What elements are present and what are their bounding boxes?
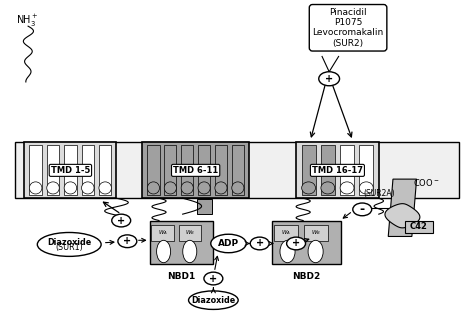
Bar	[143, 142, 249, 198]
Circle shape	[250, 237, 269, 250]
Bar	[147, 145, 160, 196]
Circle shape	[118, 235, 137, 248]
Ellipse shape	[340, 182, 354, 194]
Text: TMD 16-17: TMD 16-17	[312, 166, 363, 175]
Text: -: -	[360, 203, 365, 216]
Bar	[340, 145, 354, 196]
Ellipse shape	[47, 182, 59, 194]
Ellipse shape	[181, 182, 193, 194]
Text: ADP: ADP	[218, 239, 239, 248]
Text: +: +	[292, 238, 300, 248]
Text: COO$^-$: COO$^-$	[413, 177, 439, 188]
Bar	[24, 142, 117, 198]
Bar	[296, 142, 379, 198]
Text: NH$_3^+$: NH$_3^+$	[16, 13, 38, 29]
Circle shape	[287, 237, 306, 250]
Ellipse shape	[183, 240, 197, 263]
Bar	[198, 145, 210, 196]
Bar	[99, 145, 111, 196]
Ellipse shape	[211, 234, 246, 253]
Ellipse shape	[308, 240, 323, 263]
Polygon shape	[385, 204, 420, 228]
Text: +: +	[255, 238, 264, 248]
Text: TMD 6-11: TMD 6-11	[173, 166, 218, 175]
Ellipse shape	[156, 240, 171, 263]
Bar	[215, 145, 227, 196]
Text: NBD1: NBD1	[167, 271, 196, 281]
Circle shape	[319, 72, 339, 86]
Bar	[321, 145, 335, 196]
Ellipse shape	[29, 182, 42, 194]
Bar	[405, 220, 433, 233]
Circle shape	[112, 214, 131, 227]
Ellipse shape	[301, 182, 316, 194]
Text: $W_A$: $W_A$	[158, 228, 167, 237]
Text: Pinacidil
P1075
Levocromakalin
(SUR2): Pinacidil P1075 Levocromakalin (SUR2)	[312, 8, 383, 48]
Bar	[64, 145, 77, 196]
Bar	[181, 145, 193, 196]
Circle shape	[204, 272, 223, 285]
Ellipse shape	[189, 291, 238, 309]
Bar	[359, 145, 373, 196]
Ellipse shape	[321, 182, 335, 194]
Text: +: +	[123, 236, 131, 246]
Text: $W_B$: $W_B$	[185, 228, 195, 237]
Ellipse shape	[37, 233, 101, 256]
Bar	[15, 142, 459, 198]
Text: $W_A$: $W_A$	[282, 228, 291, 237]
Ellipse shape	[64, 182, 77, 194]
Text: Diazoxide: Diazoxide	[191, 296, 236, 305]
Bar	[304, 225, 328, 241]
Ellipse shape	[99, 182, 111, 194]
Ellipse shape	[164, 182, 176, 194]
Text: (SUR2A): (SUR2A)	[363, 189, 394, 198]
Ellipse shape	[147, 182, 160, 194]
Text: +: +	[325, 74, 333, 84]
Text: Diazoxide: Diazoxide	[47, 238, 91, 247]
Text: +: +	[117, 216, 125, 226]
Bar	[164, 145, 176, 196]
Text: (SUR1): (SUR1)	[55, 243, 83, 252]
Bar	[152, 225, 174, 241]
Text: NBD2: NBD2	[292, 271, 321, 281]
Polygon shape	[388, 179, 417, 236]
Ellipse shape	[215, 182, 227, 194]
Ellipse shape	[82, 182, 94, 194]
Bar	[150, 220, 213, 264]
Bar	[301, 145, 316, 196]
Bar	[179, 225, 201, 241]
Bar	[273, 220, 341, 264]
Bar	[274, 225, 298, 241]
Text: +: +	[210, 274, 218, 284]
Bar	[47, 145, 59, 196]
Ellipse shape	[232, 182, 244, 194]
Bar	[232, 145, 244, 196]
Circle shape	[353, 203, 372, 216]
Text: $W_B$: $W_B$	[311, 228, 321, 237]
Ellipse shape	[280, 240, 295, 263]
Bar	[29, 145, 42, 196]
Ellipse shape	[359, 182, 373, 194]
Text: TMD 1-5: TMD 1-5	[51, 166, 90, 175]
Bar	[197, 199, 212, 214]
Text: C42: C42	[410, 222, 428, 231]
Ellipse shape	[198, 182, 210, 194]
Bar	[82, 145, 94, 196]
